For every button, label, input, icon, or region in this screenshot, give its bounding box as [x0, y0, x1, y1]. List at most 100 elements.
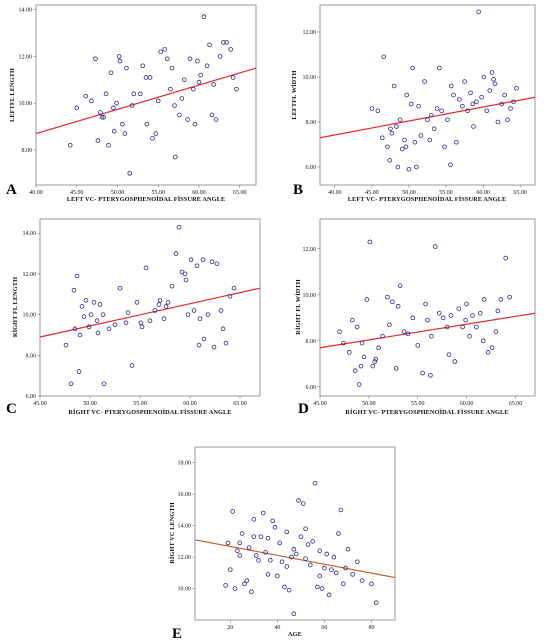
x-tick-label: 20	[227, 625, 233, 631]
data-point	[220, 326, 226, 332]
panel-b: 40.00 45.00 50.00 55.00 60.00 65.00 6.00 8.00 10…	[291, 4, 536, 203]
x-tick-label: 50.00	[362, 401, 376, 407]
data-point	[350, 572, 355, 577]
panel-a: 40.00 45.00 50.00 55.00 60.00 65.00 8.00 10.00 1…	[6, 4, 257, 203]
data-point	[463, 317, 468, 323]
panel-label: E	[172, 626, 182, 642]
data-point	[502, 92, 507, 98]
data-point	[231, 285, 237, 291]
x-tick-label: 55.00	[133, 401, 147, 407]
data-point	[191, 308, 197, 313]
data-point	[373, 356, 379, 362]
y-tick-label: 10.00	[303, 75, 317, 81]
data-point	[260, 510, 266, 516]
x-tick-label: 55.00	[151, 190, 165, 196]
data-point	[165, 300, 171, 305]
data-point	[425, 317, 430, 323]
data-point	[460, 324, 465, 330]
panel-c: 45.00 50.00 55.00 60.00 65.00 6.00 8.00 10.00 12…	[6, 218, 261, 417]
data-point	[465, 108, 470, 114]
data-point	[161, 316, 167, 321]
data-point	[307, 562, 313, 568]
data-point	[181, 77, 187, 83]
data-point	[140, 63, 146, 69]
y-tick-label: 12.00	[19, 54, 33, 60]
data-point	[153, 131, 159, 136]
data-point	[454, 139, 459, 145]
data-point	[249, 589, 254, 594]
data-point	[404, 92, 410, 98]
data-point	[343, 565, 348, 571]
data-point	[227, 294, 233, 299]
data-point	[277, 540, 283, 546]
plot-area	[319, 4, 536, 186]
data-point	[395, 164, 401, 170]
data-point	[129, 363, 135, 368]
data-point	[464, 301, 469, 307]
y-tick-label: 8.00	[306, 120, 317, 126]
data-point	[99, 114, 105, 120]
y-tick-label: 14.00	[23, 231, 37, 237]
data-point	[131, 91, 137, 97]
data-point	[300, 501, 306, 506]
data-point	[232, 586, 238, 591]
data-point	[239, 531, 245, 536]
data-point	[111, 128, 117, 134]
data-point	[337, 329, 342, 334]
panel-label: B	[293, 182, 303, 198]
data-point	[103, 91, 109, 97]
data-point	[440, 315, 446, 321]
data-point	[385, 144, 390, 150]
x-tick-label: 40	[274, 625, 280, 631]
data-point	[157, 298, 163, 303]
data-point	[158, 49, 163, 55]
y-tick-label: 18.00	[178, 461, 192, 467]
data-point	[284, 564, 290, 569]
data-point	[224, 40, 229, 45]
x-tick-label: 60.00	[183, 401, 197, 407]
data-point	[256, 557, 261, 563]
data-point	[89, 98, 94, 104]
y-tick-label: 6.00	[306, 165, 317, 171]
data-point	[296, 498, 301, 503]
data-point	[207, 42, 212, 48]
y-tick-label: 14.00	[19, 8, 33, 14]
x-axis-label: AGE	[288, 631, 302, 638]
data-point	[117, 58, 123, 64]
data-point	[187, 56, 193, 62]
data-point	[305, 542, 311, 547]
data-point	[484, 108, 490, 114]
data-point	[405, 331, 411, 337]
data-point	[446, 352, 452, 357]
data-point	[282, 584, 287, 590]
data-point	[91, 300, 97, 305]
data-point	[242, 581, 247, 587]
data-point	[195, 58, 200, 64]
x-tick-label: 60.00	[476, 190, 490, 196]
data-point	[376, 345, 381, 351]
data-point	[412, 139, 418, 145]
data-point	[106, 142, 111, 148]
data-point	[361, 354, 367, 360]
y-tick-label: 6.00	[306, 385, 317, 391]
data-point	[445, 117, 450, 123]
data-point	[317, 573, 323, 579]
data-point	[460, 103, 465, 109]
data-point	[289, 554, 294, 560]
data-point	[317, 548, 323, 554]
data-point	[420, 370, 425, 376]
y-axis-label: RİGHT FL LENGTH	[12, 277, 19, 337]
data-point	[474, 324, 479, 330]
data-point	[101, 381, 107, 387]
data-point	[477, 310, 483, 316]
data-point	[88, 312, 94, 317]
data-point	[391, 83, 397, 89]
x-tick-label: 60	[321, 625, 327, 631]
data-point	[481, 297, 487, 302]
x-axis-label: RİGHT VC- PTERYGOSPHENOİDAL FİSSURE ANGL…	[345, 409, 508, 416]
data-point	[397, 117, 403, 123]
data-point	[310, 539, 315, 544]
data-point	[94, 318, 100, 324]
data-point	[68, 381, 74, 387]
data-point	[246, 545, 252, 550]
